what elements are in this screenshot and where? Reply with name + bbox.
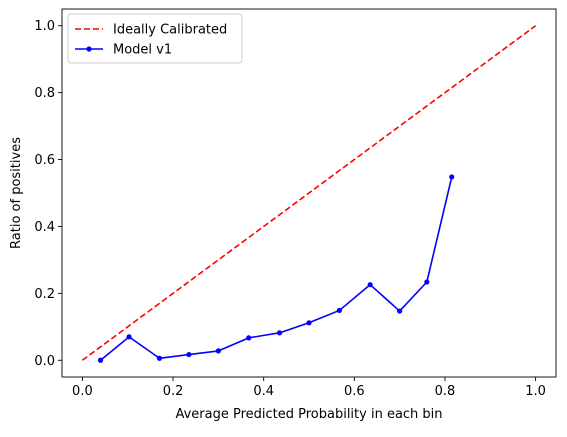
data-point <box>336 307 342 314</box>
data-point <box>367 282 373 288</box>
legend-box <box>67 13 243 64</box>
y-axis-ticks: 0.0 0.2 0.4 0.6 0.8 1.0 <box>34 19 62 369</box>
data-point <box>397 308 403 314</box>
legend-label: Ideally Calibrated <box>113 23 227 38</box>
y-tick-label: 0.0 <box>34 354 55 369</box>
x-axis-ticks: 0.0 0.2 0.4 0.6 0.8 1.0 <box>72 377 546 399</box>
legend-label: Model v1 <box>113 43 172 58</box>
series-layer <box>81 25 537 363</box>
data-point <box>156 355 163 361</box>
data-point <box>215 348 221 354</box>
y-tick-label: 0.8 <box>34 86 55 101</box>
x-tick-label: 0.0 <box>72 384 93 399</box>
legend: Ideally Calibrated Model v1 <box>67 13 243 64</box>
data-point <box>306 320 312 326</box>
data-point <box>276 330 283 336</box>
y-axis-title: Ratio of positives <box>9 137 24 249</box>
x-tick-label: 1.0 <box>525 384 546 399</box>
y-tick-label: 0.6 <box>34 153 55 168</box>
data-point <box>424 279 430 285</box>
x-tick-label: 0.4 <box>253 384 274 399</box>
y-tick-label: 0.4 <box>34 220 55 235</box>
series-line-ideal <box>81 25 537 361</box>
x-axis-title: Average Predicted Probability in each bi… <box>175 407 442 422</box>
data-point <box>246 335 252 341</box>
x-tick-label: 0.6 <box>344 384 365 399</box>
legend-marker <box>86 46 92 52</box>
y-tick-label: 0.2 <box>34 287 55 302</box>
x-tick-label: 0.8 <box>435 384 456 399</box>
data-point <box>97 357 104 363</box>
data-point <box>126 334 132 340</box>
data-point <box>449 174 455 180</box>
y-tick-label: 1.0 <box>34 19 55 34</box>
data-point <box>186 351 192 358</box>
x-tick-label: 0.2 <box>163 384 184 399</box>
